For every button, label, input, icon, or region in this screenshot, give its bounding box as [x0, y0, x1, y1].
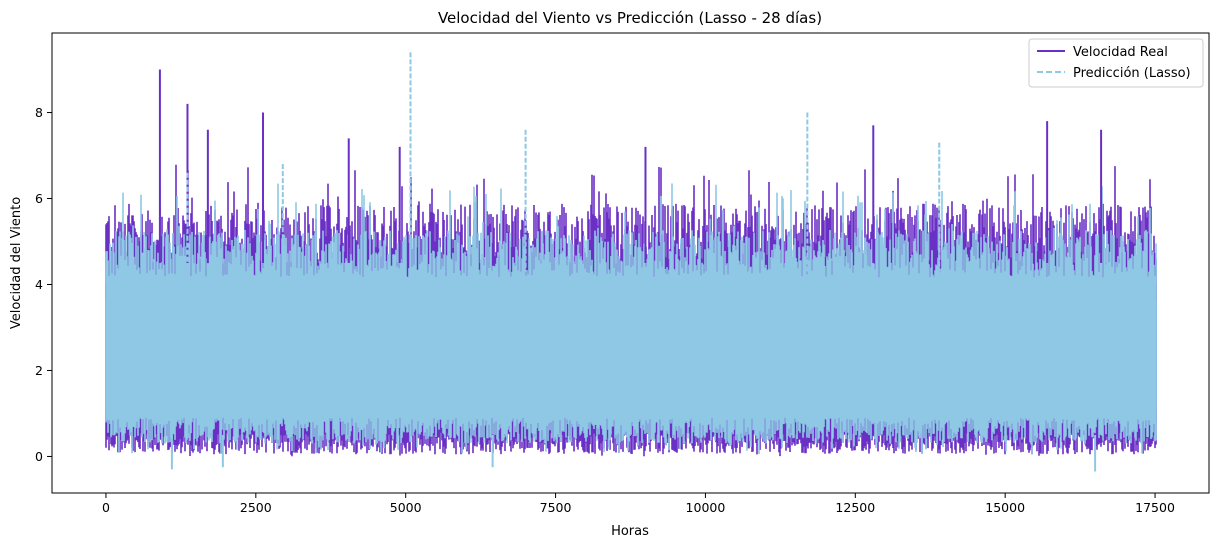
legend: Velocidad Real Predicción (Lasso) — [1028, 38, 1204, 88]
y-tick-label: 4 — [35, 277, 43, 292]
y-tick-label: 2 — [35, 363, 43, 378]
chart-title: Velocidad del Viento vs Predicción (Lass… — [438, 9, 822, 27]
y-tick-label: 8 — [35, 105, 43, 120]
legend-label-prediction: Predicción (Lasso) — [1073, 66, 1191, 81]
y-tick-label: 6 — [35, 191, 43, 206]
x-tick-label: 7500 — [540, 500, 572, 515]
legend-label-real: Velocidad Real — [1073, 45, 1168, 60]
x-tick-label: 17500 — [1135, 500, 1175, 515]
y-axis-label: Velocidad del Viento — [9, 197, 24, 329]
x-tick-label: 15000 — [985, 500, 1025, 515]
data-layer — [105, 164, 1157, 457]
plot-frame — [51, 32, 1210, 494]
series-1-core — [105, 301, 1157, 410]
y-axis: 0 2 4 6 8 — [35, 105, 52, 464]
legend-box — [1028, 38, 1204, 88]
x-tick-label: 0 — [102, 500, 110, 515]
x-axis: 0 2500 5000 7500 10000 12500 15000 17500 — [102, 493, 1175, 515]
x-tick-label: 5000 — [390, 500, 422, 515]
x-tick-label: 12500 — [835, 500, 875, 515]
peak-layer — [158, 52, 1103, 472]
x-tick-label: 10000 — [686, 500, 726, 515]
x-axis-label: Horas — [611, 524, 649, 539]
x-tick-label: 2500 — [240, 500, 272, 515]
y-tick-label: 0 — [35, 449, 43, 464]
